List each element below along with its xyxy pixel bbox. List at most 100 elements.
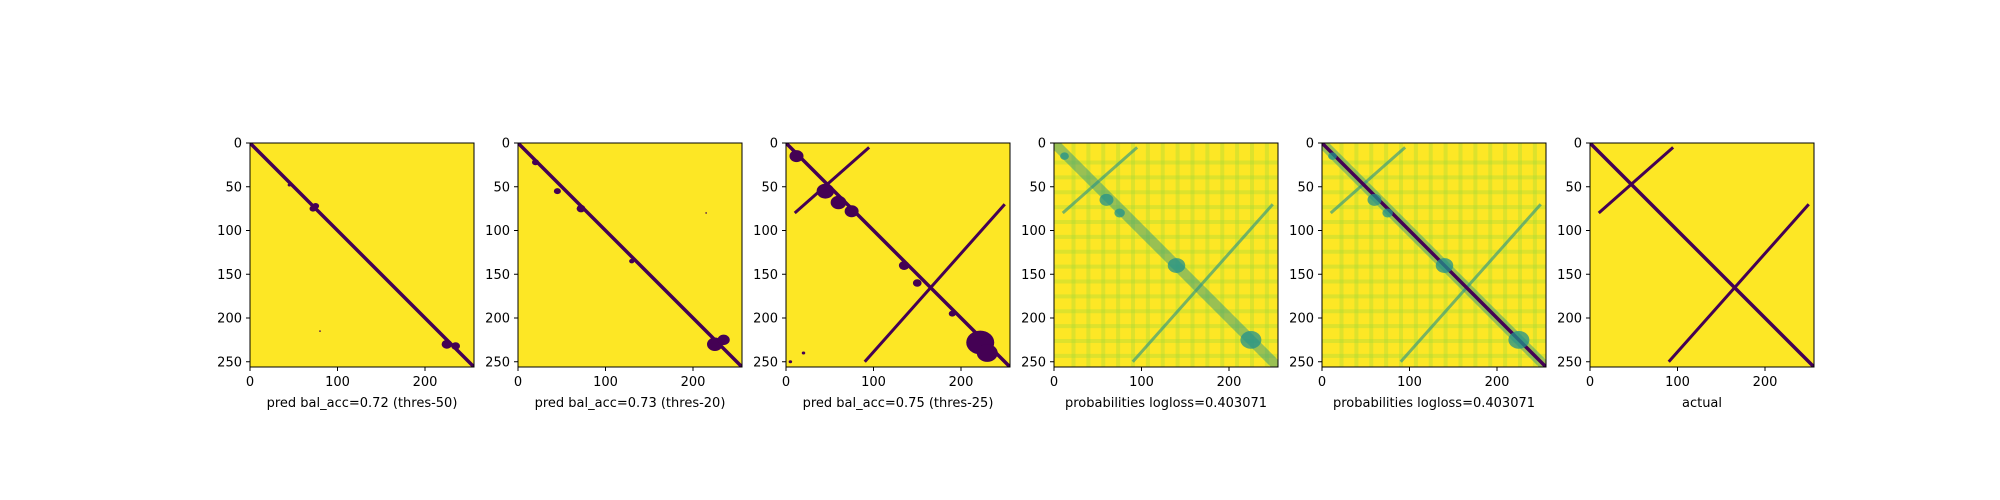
y-tick-label: 200	[753, 312, 778, 327]
texture-band-h	[1322, 160, 1546, 165]
texture-band-v	[1131, 143, 1135, 367]
heatmap-blob	[319, 330, 321, 332]
texture-band-h	[1054, 249, 1278, 254]
x-tick-label: 0	[782, 375, 790, 390]
heatmap-panel-5: 0 100 200 0 50 100 150 200 250 probabilities logl…	[1289, 137, 1547, 411]
diagonal-halo	[1054, 143, 1278, 367]
anti-diagonal-upper	[1597, 146, 1675, 215]
texture-band-v	[1235, 143, 1240, 367]
x-tick-label: 100	[1665, 375, 1690, 390]
heatmap-blob	[1167, 258, 1186, 273]
x-axis-label: pred bal_acc=0.75 (thres-25)	[803, 396, 994, 411]
texture-band-h	[1054, 353, 1278, 358]
y-tick-label: 200	[485, 312, 510, 327]
y-tick-label: 50	[493, 180, 510, 195]
heatmap-panel-6: 0 100 200 0 50 100 150 200 250 actual	[1557, 137, 1815, 411]
y-tick-label: 100	[1021, 224, 1046, 239]
heatmap-content	[1054, 143, 1278, 367]
heatmap-blob	[830, 195, 847, 210]
axes-frame	[517, 142, 743, 368]
x-tick-label: 0	[1050, 375, 1058, 390]
heatmap-blob	[1367, 193, 1382, 206]
x-tick-label: 200	[681, 375, 706, 390]
heatmap-panel-4: 0 100 200 0 50 100 150 200 250 probabilities logl…	[1021, 137, 1279, 411]
texture-band-h	[1054, 220, 1278, 224]
heatmap-panel-3: 0 100 200 0 50 100 150 200 250 pred bal_acc=0.75 …	[753, 137, 1011, 411]
probability-texture	[1054, 143, 1278, 367]
heatmap-blob	[789, 150, 804, 163]
texture-band-h	[1322, 220, 1546, 224]
heatmap-content	[518, 143, 742, 367]
texture-band-v	[1413, 143, 1418, 367]
heatmap-blob	[287, 183, 292, 187]
heatmap-blob	[801, 351, 806, 355]
texture-band-h	[1322, 264, 1546, 269]
y-tick-label: 150	[1289, 268, 1314, 283]
y-tick-label: 50	[1029, 180, 1046, 195]
y-tick-label: 50	[761, 180, 778, 195]
heatmap-blob	[788, 360, 793, 364]
x-tick-label: 100	[1397, 375, 1422, 390]
y-tick-label: 0	[1306, 137, 1314, 152]
texture-band-v	[1518, 143, 1522, 367]
y-tick-label: 250	[753, 355, 778, 370]
x-tick-label: 100	[593, 375, 618, 390]
heatmap-panels: 0 100 200 0 50 100 150 200 250 pred bal_acc=0.72 …	[217, 137, 1815, 411]
texture-band-v	[1116, 143, 1121, 367]
y-tick-label: 200	[1557, 312, 1582, 327]
y-tick-label: 0	[502, 137, 510, 152]
texture-band-h	[1054, 279, 1278, 284]
heatmap-blob	[717, 334, 730, 346]
anti-diagonal-lower	[1131, 203, 1274, 363]
heatmap-blob	[629, 258, 635, 264]
x-tick-label: 200	[1485, 375, 1510, 390]
heatmap-blob	[1240, 330, 1262, 349]
texture-band-h	[1322, 279, 1546, 284]
texture-band-h	[1322, 353, 1546, 358]
texture-band-h	[1054, 160, 1278, 165]
texture-band-v	[1354, 143, 1359, 367]
texture-band-v	[1443, 143, 1448, 367]
x-tick-label: 100	[861, 375, 886, 390]
texture-band-h	[1054, 339, 1278, 343]
x-tick-label: 0	[1586, 375, 1594, 390]
y-tick-label: 150	[753, 268, 778, 283]
x-tick-label: 0	[1318, 375, 1326, 390]
y-tick-label: 150	[485, 268, 510, 283]
y-tick-label: 250	[1021, 355, 1046, 370]
x-axis-label: pred bal_acc=0.73 (thres-20)	[535, 396, 726, 411]
texture-band-v	[1384, 143, 1389, 367]
texture-band-v	[1205, 143, 1210, 367]
texture-band-h	[1054, 190, 1278, 195]
texture-band-v	[1220, 143, 1225, 367]
texture-band-v	[1190, 143, 1195, 367]
heatmap-blob	[1508, 330, 1530, 349]
heatmap-blob	[844, 205, 859, 218]
texture-band-v	[1428, 143, 1433, 367]
texture-band-v	[1532, 143, 1537, 367]
texture-band-h	[1054, 309, 1278, 314]
anti-diagonal-upper	[1329, 146, 1407, 215]
y-tick-label: 0	[770, 137, 778, 152]
heatmap-blob	[312, 203, 320, 209]
texture-band-v	[1503, 143, 1508, 367]
texture-band-h	[1322, 309, 1546, 314]
main-diagonal	[1322, 143, 1546, 367]
heatmap-blob	[1382, 208, 1393, 218]
texture-band-v	[1488, 143, 1493, 367]
texture-band-h	[1054, 175, 1278, 180]
y-tick-label: 100	[485, 224, 510, 239]
y-tick-label: 150	[217, 268, 242, 283]
texture-band-v	[1071, 143, 1076, 367]
texture-band-v	[1101, 143, 1106, 367]
heatmap-panel-2: 0 100 200 0 50 100 150 200 250 pred bal_acc=0.73 …	[485, 137, 743, 411]
y-tick-label: 100	[753, 224, 778, 239]
x-tick-label: 200	[949, 375, 974, 390]
heatmap-blob	[1328, 152, 1337, 160]
main-diagonal	[1590, 143, 1814, 367]
texture-band-h	[1054, 264, 1278, 269]
heatmap-content	[1322, 143, 1546, 367]
y-tick-label: 50	[1565, 180, 1582, 195]
heatmap-blob	[451, 342, 460, 350]
x-tick-label: 200	[1217, 375, 1242, 390]
